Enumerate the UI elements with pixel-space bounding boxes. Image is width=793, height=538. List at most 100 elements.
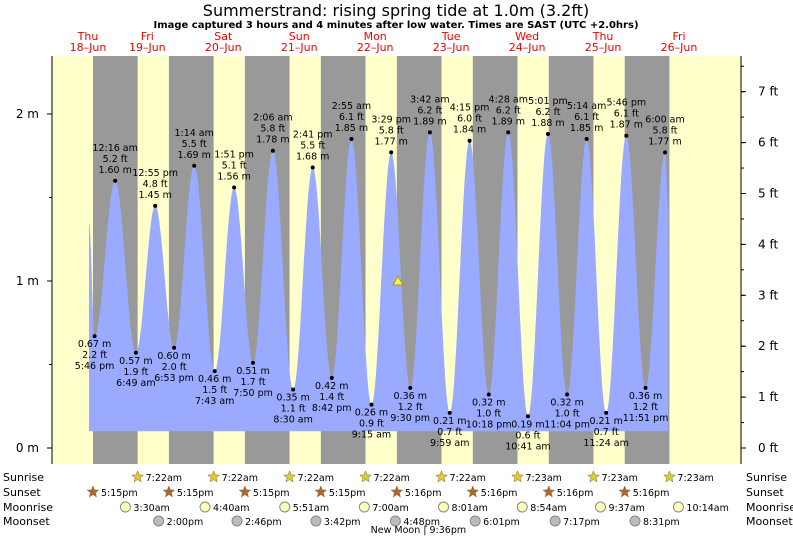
extreme-point [389, 150, 394, 155]
extreme-point [565, 392, 570, 397]
day-label-date: 24–Jun [509, 41, 546, 54]
high-label: 1.87 m [610, 120, 643, 131]
high-label: 5.8 ft [260, 124, 285, 135]
day-label-date: 22–Jun [357, 41, 394, 54]
extreme-point [349, 137, 354, 142]
sunset-star-icon [238, 485, 252, 498]
moonrise-time: 10:14am [686, 503, 728, 514]
extreme-point [545, 132, 550, 137]
day-label-date: 21–Jun [281, 41, 318, 54]
low-label: 1.0 ft [555, 409, 580, 420]
high-label: 1.85 m [570, 123, 603, 134]
day-label-date: 18–Jun [70, 41, 107, 54]
sunrise-star-icon [511, 470, 524, 483]
low-label: 0.9 ft [359, 419, 384, 430]
right-tick-label: 4 ft [758, 237, 778, 251]
day-label-dow: Sun [289, 30, 310, 43]
low-label: 8:30 am [273, 415, 312, 426]
extreme-point [624, 133, 629, 138]
high-label: 6.1 ft [574, 112, 599, 123]
moonset-moon-icon [629, 515, 641, 527]
day-label-dow: Fri [672, 30, 685, 43]
moonset-moon-icon [389, 515, 401, 527]
extreme-point [643, 385, 648, 390]
extreme-point [291, 387, 296, 392]
high-label: 5:01 pm [528, 96, 568, 107]
day-label-dow: Thu [592, 30, 614, 43]
left-tick-label: 2 m [16, 107, 39, 121]
day-label-dow: Tue [441, 30, 461, 43]
extreme-point [486, 392, 491, 397]
extreme-point [447, 410, 452, 415]
high-label: 4.8 ft [143, 179, 168, 190]
extreme-point [467, 138, 472, 143]
day-label-dow: Thu [77, 30, 99, 43]
sunrise-time: 7:22am [298, 473, 334, 484]
high-label: 6:00 am [645, 114, 684, 125]
low-label: 1.4 ft [319, 392, 344, 403]
high-label: 5.8 ft [653, 125, 678, 136]
high-label: 1.77 m [648, 136, 681, 147]
sunrise-time: 7:23am [525, 473, 561, 484]
extreme-point [270, 148, 275, 153]
extreme-point [92, 334, 97, 339]
moonrise-time: 8:01am [452, 503, 488, 514]
sunrise-time: 7:22am [449, 473, 485, 484]
high-label: 6.1 ft [614, 109, 639, 120]
moonrise-time: 4:40am [213, 503, 249, 514]
extreme-point [663, 150, 668, 155]
low-label: 0.36 m [394, 391, 427, 402]
high-label: 3:42 am [410, 94, 449, 105]
high-label: 6.0 ft [457, 114, 482, 125]
low-label: 0.19 m [511, 419, 544, 430]
sunset-star-icon [86, 485, 100, 498]
extreme-point [584, 137, 589, 142]
high-label: 5:14 am [567, 101, 606, 112]
high-label: 6.1 ft [339, 112, 364, 123]
low-label: 11:51 pm [623, 413, 669, 424]
low-label: 11:04 pm [544, 420, 590, 431]
high-label: 3:29 pm [371, 114, 411, 125]
right-tick-label: 5 ft [758, 186, 778, 200]
low-label: 5:46 pm [75, 361, 115, 372]
sunset-time: 5:16pm [481, 488, 518, 499]
extreme-point [153, 203, 158, 208]
extreme-point [408, 385, 413, 390]
sunset-time: 5:15pm [329, 488, 366, 499]
low-label: 10:18 pm [466, 420, 512, 431]
moonset-moon-icon [153, 515, 165, 527]
high-label: 2:55 am [332, 101, 371, 112]
current-tide-marker [392, 274, 404, 286]
low-label: 9:15 am [352, 430, 391, 441]
low-label: 0.7 ft [437, 427, 462, 438]
day-label-dow: Fri [141, 30, 154, 43]
high-label: 5:46 pm [606, 98, 646, 109]
day-labels: Thu18–JunFri19–JunSat20–JunSun21–JunMon2… [70, 30, 698, 54]
moonrise-moon-icon [199, 501, 211, 513]
high-label: 1.89 m [413, 116, 446, 127]
moonrise-moon-icon [119, 501, 131, 513]
high-label: 5.5 ft [300, 140, 325, 151]
low-label: 6:53 pm [154, 373, 194, 384]
sunrise-time: 7:23am [677, 473, 713, 484]
low-label: 7:43 am [195, 396, 234, 407]
moonset-moon-icon [310, 515, 322, 527]
extreme-point [251, 360, 256, 365]
day-label-dow: Mon [364, 30, 387, 43]
high-label: 2:41 pm [293, 129, 333, 140]
sunset-time: 5:16pm [557, 488, 594, 499]
sunset-star-icon [162, 485, 176, 498]
sunrise-star-icon [207, 470, 220, 483]
high-label: 12:55 pm [132, 168, 178, 179]
extreme-point [506, 130, 511, 135]
moonset-time: 2:46pm [245, 517, 282, 528]
sunset-star-icon [618, 485, 632, 498]
moonset-moon-icon [549, 515, 561, 527]
high-label: 1.60 m [98, 165, 131, 176]
low-label: 1.2 ft [633, 402, 658, 413]
high-label: 1.56 m [217, 171, 250, 182]
sunrise-star-icon [435, 470, 448, 483]
moonset-row-label-left: Moonset [3, 515, 50, 528]
left-tick-label: 1 m [16, 274, 39, 288]
